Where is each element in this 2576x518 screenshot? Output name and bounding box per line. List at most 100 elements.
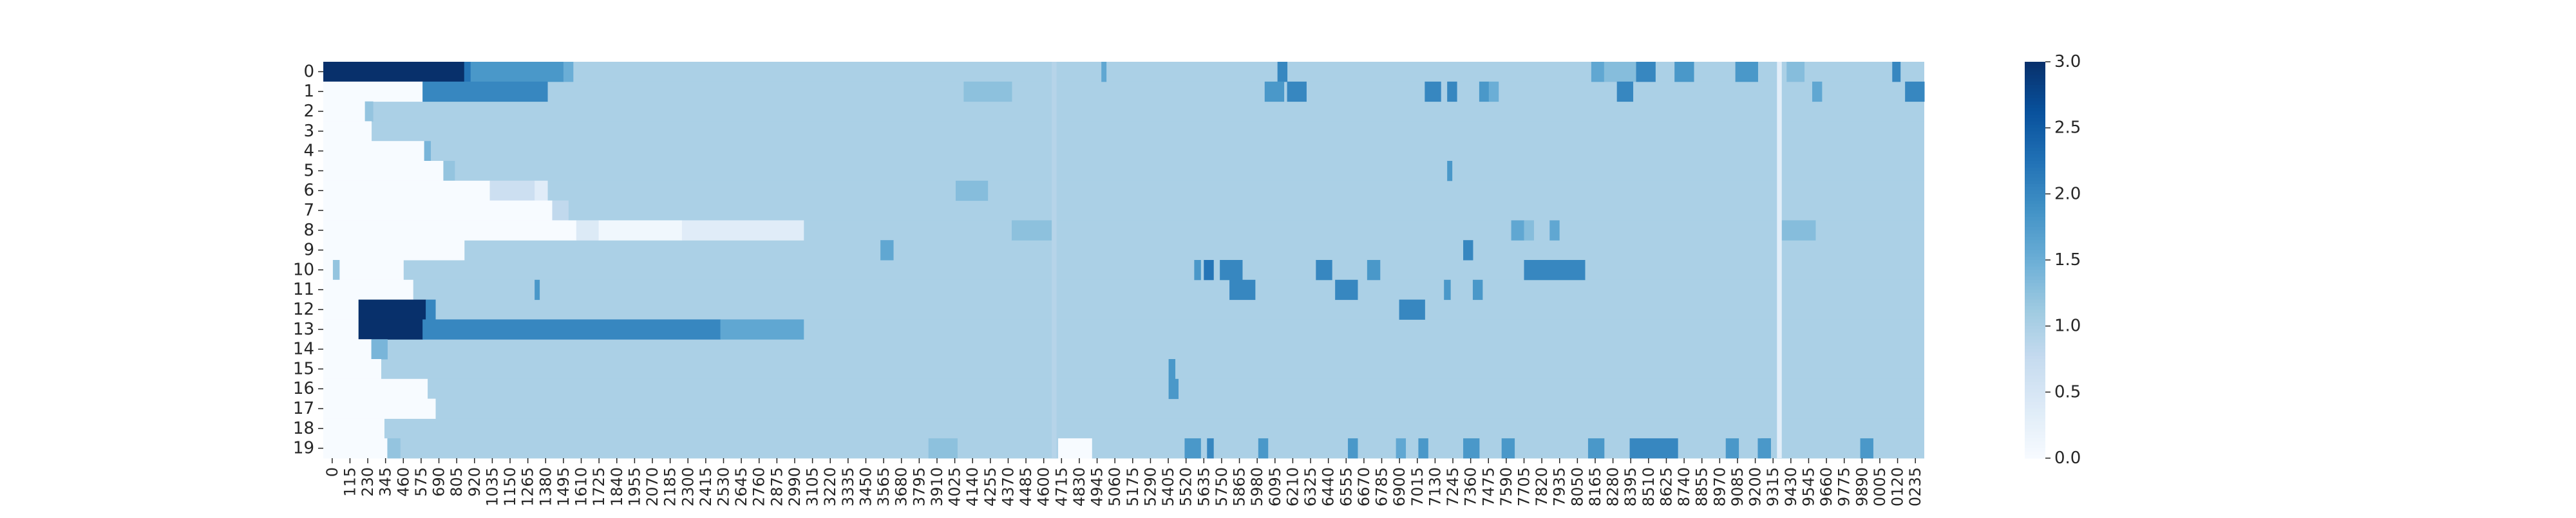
colorbar-band bbox=[2025, 127, 2045, 132]
column-tick-label: 8855 bbox=[1693, 467, 1711, 506]
colorbar-band bbox=[2025, 88, 2045, 92]
heatmap-cell-segment bbox=[1367, 260, 1381, 281]
column-tick-label: 4370 bbox=[999, 467, 1017, 506]
colorbar-band bbox=[2025, 454, 2045, 459]
colorbar-band bbox=[2025, 395, 2045, 400]
colorbar-band bbox=[2025, 342, 2045, 347]
column-tick-label: 4830 bbox=[1070, 467, 1088, 506]
column-tick-label: 9660 bbox=[1817, 467, 1835, 506]
colorbar-band bbox=[2025, 141, 2045, 145]
column-tick-label: 3795 bbox=[910, 467, 928, 506]
heatmap-cell-segment bbox=[1194, 260, 1201, 281]
heatmap-cell-segment bbox=[323, 339, 372, 360]
heatmap-cell-segment bbox=[323, 378, 428, 400]
heatmap-cell-segment bbox=[489, 180, 535, 201]
colorbar-band bbox=[2025, 200, 2045, 205]
heatmap-cell-segment bbox=[323, 279, 413, 301]
colorbar-band bbox=[2025, 286, 2045, 290]
colorbar-band bbox=[2025, 237, 2045, 241]
colorbar-band bbox=[2025, 279, 2045, 284]
column-tick-label: 1955 bbox=[625, 467, 643, 506]
row-tick-label: 2 bbox=[303, 102, 314, 121]
colorbar-band bbox=[2025, 266, 2045, 270]
colorbar-band bbox=[2025, 359, 2045, 363]
heatmap-row-base-4 bbox=[323, 141, 1924, 162]
colorbar-band bbox=[2025, 276, 2045, 281]
heatmap-cell-segment bbox=[1316, 260, 1332, 281]
column-tick-label: 2875 bbox=[768, 467, 786, 506]
heatmap-cell-segment bbox=[1220, 260, 1243, 281]
colorbar-band bbox=[2025, 104, 2045, 109]
colorbar-band bbox=[2025, 378, 2045, 383]
heatmap-cell-segment bbox=[323, 398, 436, 419]
colorbar-band bbox=[2025, 296, 2045, 301]
heatmap-cell-segment bbox=[323, 220, 577, 241]
colorbar-band bbox=[2025, 392, 2045, 396]
column-tick-label: 3105 bbox=[804, 467, 822, 506]
heatmap-cell-segment bbox=[1549, 220, 1560, 241]
heatmap-cell-segment bbox=[1287, 81, 1307, 102]
column-tick-label: 2990 bbox=[786, 467, 804, 506]
heatmap-cell-segment bbox=[1629, 438, 1678, 459]
column-tick-label: 1495 bbox=[554, 467, 573, 506]
row-tick-label: 7 bbox=[303, 201, 314, 220]
column-tick-label: 9315 bbox=[1764, 467, 1782, 506]
colorbar-tick-label: 1.5 bbox=[2054, 250, 2081, 270]
colorbar-band bbox=[2025, 183, 2045, 188]
colorbar-band bbox=[2025, 230, 2045, 234]
heatmap-row-base-16 bbox=[323, 378, 1924, 400]
column-tick-label: 6555 bbox=[1337, 467, 1355, 506]
colorbar-band bbox=[2025, 302, 2045, 307]
colorbar-band bbox=[2025, 81, 2045, 86]
colorbar-band bbox=[2025, 293, 2045, 297]
colorbar-band bbox=[2025, 233, 2045, 237]
colorbar-band bbox=[2025, 210, 2045, 214]
column-tick-label: 6095 bbox=[1266, 467, 1284, 506]
heatmap-cell-segment bbox=[1335, 279, 1358, 301]
column-tick-label: 7820 bbox=[1533, 467, 1551, 506]
colorbar-band bbox=[2025, 415, 2045, 419]
column-tick-label: 7245 bbox=[1444, 467, 1462, 506]
heatmap-cell-segment bbox=[1860, 438, 1873, 459]
colorbar-band bbox=[2025, 365, 2045, 369]
column-tick-label: 345 bbox=[377, 467, 395, 497]
column-tick-label: 3335 bbox=[839, 467, 857, 506]
heatmap-cell-segment bbox=[1264, 81, 1285, 102]
heatmap-cell-segment bbox=[422, 81, 548, 102]
column-tick-label: 5980 bbox=[1248, 467, 1266, 506]
colorbar-band bbox=[2025, 402, 2045, 406]
colorbar-band bbox=[2025, 389, 2045, 393]
heatmap-cell-segment bbox=[928, 438, 958, 459]
column-tick-label: 4485 bbox=[1017, 467, 1035, 506]
column-tick-label: 3450 bbox=[857, 467, 875, 506]
colorbar-band bbox=[2025, 220, 2045, 225]
heatmap-row-base-17 bbox=[323, 398, 1924, 419]
heatmap-cell-segment bbox=[1463, 240, 1473, 261]
heatmap-cell-segment bbox=[323, 200, 553, 221]
column-tick-label: 6440 bbox=[1320, 467, 1338, 506]
colorbar-band bbox=[2025, 227, 2045, 231]
row-tick-label: 13 bbox=[293, 320, 314, 339]
colorbar-band bbox=[2025, 190, 2045, 194]
heatmap-cell-segment bbox=[598, 220, 683, 241]
row-tick-label: 17 bbox=[293, 399, 314, 418]
colorbar-band bbox=[2025, 405, 2045, 409]
heatmap-cell-segment bbox=[1636, 62, 1656, 82]
colorbar-band bbox=[2025, 62, 2045, 66]
row-tick-label: 3 bbox=[303, 122, 314, 141]
column-tick-label: 230 bbox=[359, 467, 377, 497]
heatmap-cell-segment bbox=[552, 200, 569, 221]
heatmap-cell-segment bbox=[1425, 81, 1441, 102]
heatmap-cell-segment bbox=[323, 418, 384, 439]
colorbar-band bbox=[2025, 207, 2045, 211]
colorbar-tick-label: 1.0 bbox=[2054, 317, 2081, 336]
colorbar-band bbox=[2025, 115, 2045, 118]
row-tick-label: 0 bbox=[303, 62, 314, 81]
column-tick-label: 1725 bbox=[590, 467, 608, 506]
column-tick-label: 8740 bbox=[1675, 467, 1693, 506]
row-tick-label: 6 bbox=[303, 181, 314, 200]
colorbar-band bbox=[2025, 253, 2045, 257]
colorbar-band bbox=[2025, 240, 2045, 244]
colorbar-band bbox=[2025, 197, 2045, 201]
column-tick-label: 3680 bbox=[893, 467, 911, 506]
